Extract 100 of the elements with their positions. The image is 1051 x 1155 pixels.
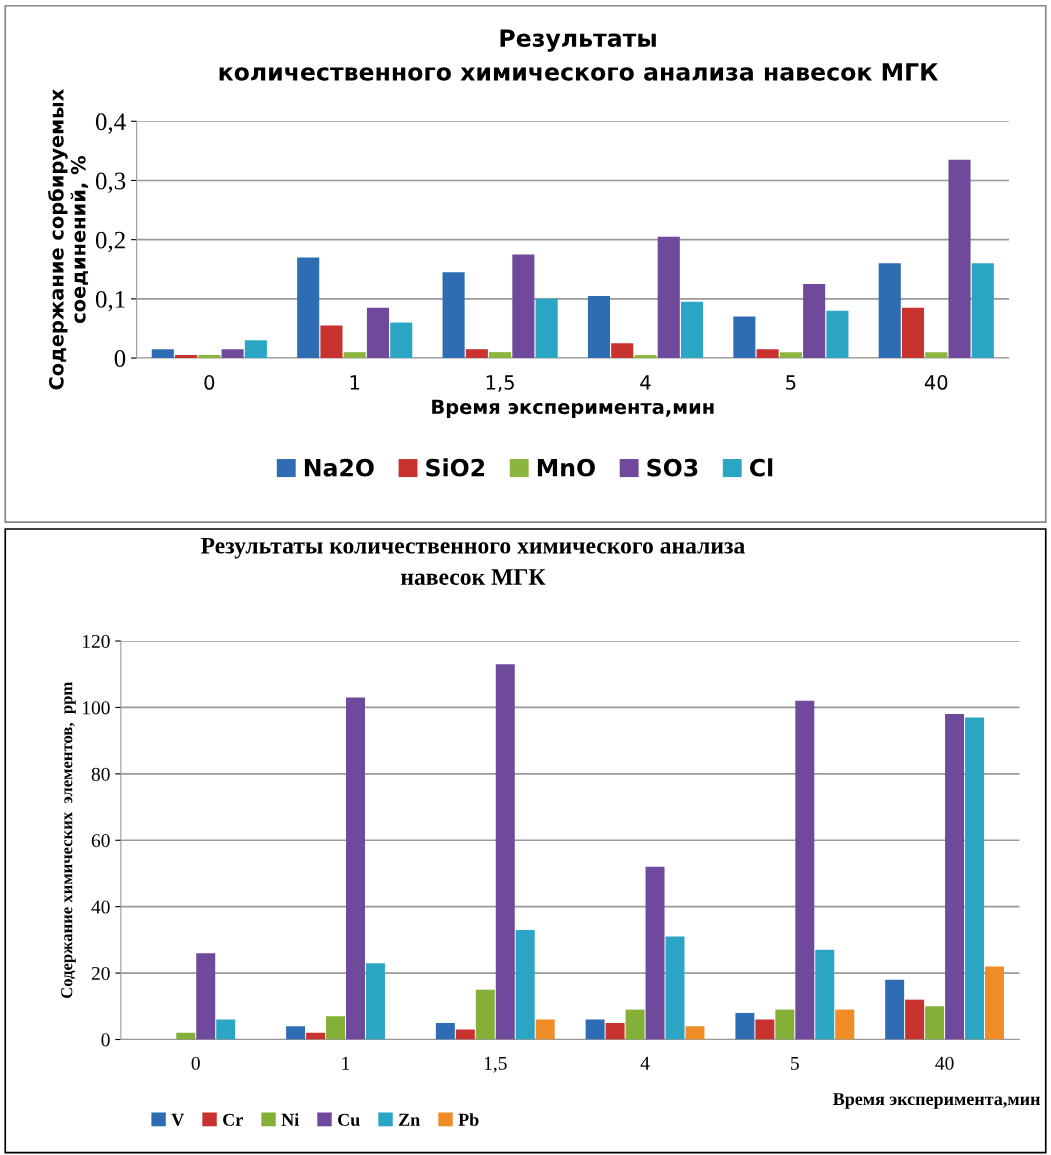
x-tick-label: 1 bbox=[350, 375, 360, 390]
bar bbox=[306, 1032, 326, 1040]
bar bbox=[365, 963, 385, 1040]
bar bbox=[971, 263, 994, 359]
bar bbox=[945, 714, 965, 1040]
y-tick-label: 80 bbox=[91, 767, 110, 781]
x-axis-title: Время эксперимента,мин bbox=[833, 1093, 1040, 1109]
bar bbox=[901, 307, 925, 359]
bar bbox=[605, 1022, 625, 1040]
bar bbox=[465, 349, 488, 359]
bar bbox=[925, 352, 948, 359]
bar bbox=[286, 1026, 306, 1040]
bar bbox=[216, 1019, 236, 1040]
y-tick-label: 0,1 bbox=[95, 290, 125, 312]
bar bbox=[779, 352, 802, 359]
bar bbox=[455, 1029, 475, 1040]
bar bbox=[775, 1009, 795, 1040]
bar bbox=[176, 1032, 196, 1040]
legend-label: V bbox=[171, 1113, 185, 1126]
y-tick-label: 100 bbox=[82, 701, 110, 715]
bar bbox=[489, 352, 512, 359]
y-tick-label: 0,3 bbox=[95, 172, 126, 193]
bar bbox=[585, 1019, 605, 1040]
bar bbox=[198, 355, 221, 359]
legend-label: Na2O bbox=[304, 458, 374, 477]
bar bbox=[442, 272, 465, 359]
bar bbox=[645, 866, 665, 1040]
x-axis-title: Время эксперимента,мин bbox=[432, 399, 714, 418]
bar bbox=[515, 929, 535, 1040]
bar bbox=[756, 349, 779, 359]
y-tick-label: 20 bbox=[91, 966, 110, 981]
bar bbox=[803, 284, 826, 359]
bar bbox=[634, 355, 657, 359]
y-tick-label: 60 bbox=[91, 834, 110, 848]
bar bbox=[755, 1019, 775, 1040]
bar bbox=[965, 717, 985, 1040]
bar bbox=[151, 349, 174, 359]
bar bbox=[680, 301, 704, 359]
bar bbox=[885, 979, 905, 1040]
bar bbox=[346, 697, 365, 1040]
legend-label: MnO bbox=[537, 458, 595, 477]
y-axis-title: Содержание сорбируемых соединений, % bbox=[48, 89, 89, 390]
y-tick-label: 0,2 bbox=[95, 231, 125, 253]
bar bbox=[175, 355, 198, 359]
chart-title: Результаты количественного химического анализа навесок МГК bbox=[219, 29, 939, 81]
y-tick-label: 120 bbox=[82, 634, 110, 648]
bar bbox=[795, 700, 815, 1040]
bar bbox=[535, 1019, 555, 1040]
legend-label: Ni bbox=[281, 1113, 299, 1126]
bar bbox=[326, 1016, 346, 1040]
legend-label: Cl bbox=[749, 458, 773, 477]
bar bbox=[665, 936, 685, 1040]
y-tick-label: 40 bbox=[91, 900, 110, 914]
bar bbox=[925, 1006, 945, 1040]
x-tick-label: 5 bbox=[791, 1056, 799, 1070]
legend-label: Cr bbox=[223, 1113, 243, 1126]
bar bbox=[985, 966, 1004, 1040]
x-tick-label: 1,5 bbox=[484, 1056, 507, 1073]
bar bbox=[297, 257, 320, 359]
bar bbox=[611, 343, 634, 359]
bar bbox=[826, 310, 849, 359]
bar bbox=[625, 1009, 645, 1040]
bar bbox=[320, 325, 343, 359]
legend-label: Zn bbox=[399, 1113, 420, 1126]
y-tick-label: 0,4 bbox=[95, 113, 126, 134]
bar bbox=[587, 295, 611, 359]
x-tick-label: 40 bbox=[935, 1056, 954, 1070]
bar bbox=[835, 1009, 855, 1040]
bar bbox=[435, 1022, 455, 1040]
legend-label: Cu bbox=[338, 1113, 360, 1126]
bar bbox=[343, 352, 366, 359]
legend-label: Pb bbox=[458, 1113, 479, 1126]
chart-title: Результаты количественного химического анализа навесок МГК bbox=[201, 537, 745, 585]
y-tick-label: 0 bbox=[114, 350, 126, 367]
y-axis-title: Содержание химических элементов, ppm bbox=[61, 681, 76, 999]
bar bbox=[905, 999, 925, 1040]
x-tick-label: 0 bbox=[191, 1056, 200, 1070]
bar bbox=[685, 1026, 705, 1040]
x-tick-label: 1,5 bbox=[486, 375, 514, 392]
y-tick-label: 0 bbox=[101, 1033, 110, 1047]
bar bbox=[390, 322, 413, 359]
bar bbox=[475, 989, 495, 1040]
bar bbox=[948, 159, 971, 359]
x-tick-label: 0 bbox=[204, 375, 215, 390]
bar bbox=[244, 340, 267, 359]
bar bbox=[535, 298, 558, 359]
bar bbox=[366, 307, 390, 359]
x-tick-label: 1 bbox=[342, 1056, 350, 1070]
bar bbox=[878, 263, 901, 359]
x-tick-label: 4 bbox=[640, 1056, 650, 1070]
x-tick-label: 4 bbox=[640, 375, 651, 390]
x-tick-label: 40 bbox=[924, 375, 948, 390]
bar bbox=[196, 953, 216, 1040]
bar bbox=[512, 254, 535, 359]
bar bbox=[657, 236, 680, 359]
bar bbox=[735, 1012, 755, 1040]
bar bbox=[733, 316, 756, 359]
x-tick-label: 5 bbox=[786, 375, 796, 390]
legend-label: SO3 bbox=[647, 458, 698, 477]
bar bbox=[815, 949, 835, 1040]
